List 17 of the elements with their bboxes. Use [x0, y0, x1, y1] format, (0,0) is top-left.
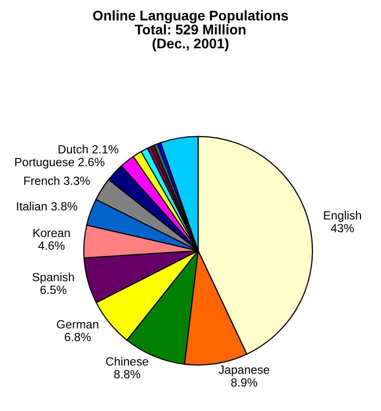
- data-label: 6.8%: [64, 332, 91, 342]
- data-label: 43%: [330, 224, 354, 232]
- slice-label: Spanish: [32, 272, 74, 284]
- chart-title: Online Language Populations Total: 529 Million (Dec., 2001): [93, 10, 288, 52]
- slice-label: Japanese: [218, 366, 270, 376]
- slice-label: French 3.3%: [24, 176, 90, 185]
- slice-label: Chinese: [106, 356, 148, 366]
- data-label: 4.6%: [38, 241, 65, 250]
- slice-label: Dutch 2.1%: [58, 144, 118, 154]
- slice-label: German: [56, 320, 98, 328]
- slice-label: Portuguese 2.6%: [15, 158, 104, 169]
- data-label: 6.5%: [40, 286, 66, 294]
- slice-label: Korean: [33, 228, 70, 238]
- data-label: 8.8%: [114, 370, 140, 378]
- data-label: 8.9%: [231, 378, 258, 387]
- slice-label: Italian 3.8%: [17, 202, 78, 211]
- slice-label: English: [324, 210, 362, 222]
